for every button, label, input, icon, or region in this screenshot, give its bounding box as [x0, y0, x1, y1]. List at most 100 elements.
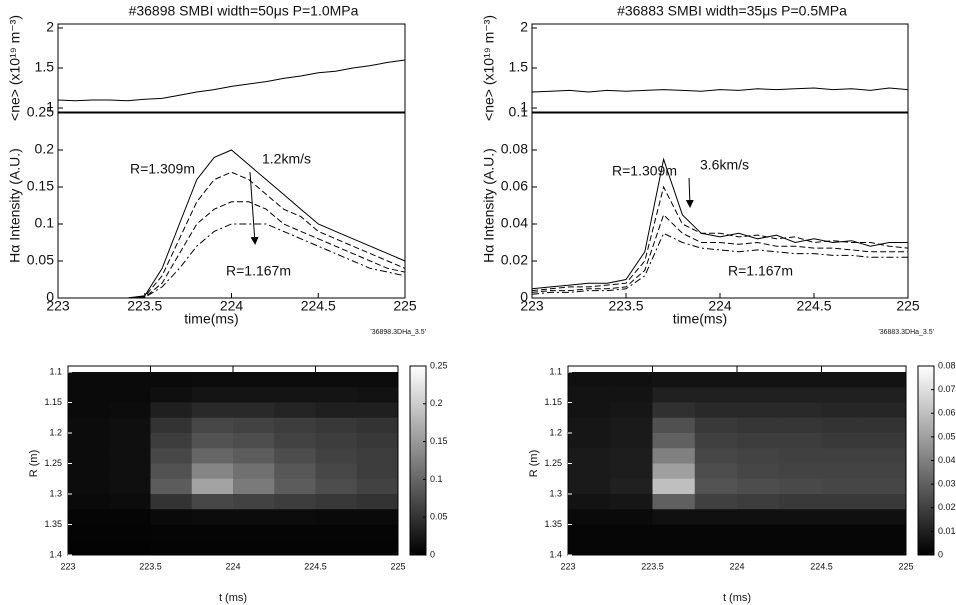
heat-cell: [737, 463, 780, 480]
x-tick-label: 223.5: [641, 561, 664, 571]
heat-cell: [233, 524, 275, 541]
heat-cell: [652, 387, 696, 403]
heat-cell: [315, 494, 358, 510]
y-tick-label: 0.25: [27, 104, 54, 120]
y-tick-label: 1.5: [509, 59, 529, 75]
y-tick-label: 1: [46, 99, 54, 115]
x-tick-label: 224.5: [304, 561, 327, 571]
heat-cell: [191, 478, 234, 495]
heat-cell: [68, 433, 110, 449]
heat-cell: [568, 402, 611, 419]
data-line: [531, 232, 908, 295]
heat-cell: [737, 494, 780, 510]
heat-cell: [737, 433, 780, 449]
heat-cell: [68, 509, 110, 525]
heat-cell: [863, 463, 907, 480]
heat-cell: [274, 478, 316, 495]
heat-cell: [610, 539, 653, 556]
y-tick-label: 2: [520, 19, 528, 35]
x-tick-label: 223: [560, 561, 575, 571]
colorbar-tick-label: 0.01: [938, 526, 956, 536]
y-tick-label: 2: [46, 19, 54, 35]
y-tick-label: 1.3: [49, 488, 62, 498]
heat-cell: [652, 402, 696, 419]
colorbar-tick-label: 0.25: [430, 360, 448, 370]
heat-cell: [694, 402, 738, 419]
heat-cell: [233, 509, 275, 525]
colorbar-tick-label: 0.02: [938, 502, 956, 512]
colorbar-tick-label: 0.2: [430, 398, 443, 408]
heat-cell: [863, 509, 907, 525]
colorbar-tick-label: 0.03: [938, 479, 956, 489]
y-tick-label: 1.4: [49, 549, 62, 559]
x-axis-label: t (ms): [723, 592, 751, 604]
x-tick-label: 224.5: [810, 561, 833, 571]
plot-frame: [531, 112, 909, 299]
x-tick-label: 224: [220, 298, 244, 314]
heat-cell: [568, 417, 611, 434]
y-axis-label: <ne> (x10¹⁹ m⁻³): [7, 15, 23, 121]
heat-cell: [694, 372, 738, 388]
heat-cell: [356, 433, 399, 449]
heat-cell: [274, 448, 316, 464]
heat-cell: [568, 433, 611, 449]
heat-cell: [315, 448, 358, 464]
data-line: [531, 213, 908, 293]
heat-cell: [863, 478, 907, 495]
heat-cell: [356, 387, 399, 403]
heat-cell: [233, 402, 275, 419]
heat-cell: [821, 494, 865, 510]
y-tick-label: 1.25: [544, 458, 562, 468]
heat-cell: [863, 433, 907, 449]
heat-cell: [694, 524, 738, 541]
heat-cell: [191, 524, 234, 541]
heat-cell: [150, 524, 193, 541]
heat-cell: [863, 372, 907, 388]
y-axis-label: R (m): [28, 450, 40, 478]
heat-cell: [356, 372, 399, 388]
y-tick-label: 0.15: [27, 178, 54, 194]
data-line: [531, 185, 909, 292]
colorbar-tick-label: 0.04: [938, 455, 956, 465]
data-line: [58, 223, 406, 299]
heat-cell: [315, 478, 358, 495]
heat-cell: [68, 494, 110, 510]
y-tick-label: 0.1: [509, 104, 529, 120]
heat-cell: [568, 478, 611, 495]
heat-cell: [315, 417, 358, 434]
heat-cell: [779, 494, 822, 510]
heat-cell: [150, 402, 193, 419]
y-axis-label: Hα Intensity (A.U.): [481, 148, 497, 263]
heat-cell: [821, 463, 865, 480]
heat-cell: [610, 387, 653, 403]
heat-cell: [233, 539, 275, 556]
heat-cell: [694, 478, 738, 495]
heat-cell: [779, 417, 822, 434]
heat-cell: [821, 433, 865, 449]
y-tick-label: 0.05: [27, 252, 54, 268]
heat-cell: [610, 463, 653, 480]
heat-cell: [109, 494, 151, 510]
heat-cell: [568, 448, 611, 464]
heat-cell: [315, 402, 358, 419]
heat-cell: [191, 509, 234, 525]
plot-frame: [531, 23, 909, 113]
heat-cell: [233, 448, 275, 464]
y-tick-label: 1.4: [549, 549, 562, 559]
heat-cell: [779, 387, 822, 403]
heat-cell: [694, 463, 738, 480]
heat-cell: [610, 402, 653, 419]
heat-cell: [737, 387, 780, 403]
y-tick-label: 0.02: [501, 252, 528, 268]
heat-cell: [652, 372, 696, 388]
heat-cell: [191, 417, 234, 434]
heat-cell: [233, 463, 275, 480]
heat-cell: [821, 539, 865, 556]
heat-cell: [315, 524, 358, 541]
y-tick-label: 0: [46, 289, 54, 305]
file-tag: '36883.3DHa_3.5': [878, 329, 934, 336]
y-tick-label: 0: [520, 289, 528, 305]
colorbar-tick-label: 0.05: [938, 431, 956, 441]
annotation: 1.2km/s: [262, 151, 311, 167]
heat-cell: [652, 463, 696, 480]
